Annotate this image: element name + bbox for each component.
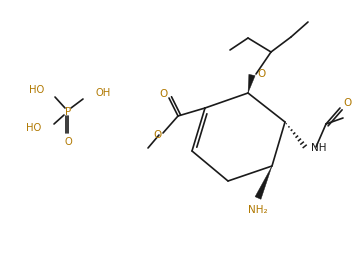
Text: HO: HO xyxy=(26,123,41,133)
Text: HO: HO xyxy=(29,85,44,95)
Text: P: P xyxy=(65,107,71,117)
Text: NH₂: NH₂ xyxy=(248,205,268,215)
Text: O: O xyxy=(160,89,168,99)
Polygon shape xyxy=(255,166,272,199)
Text: O: O xyxy=(257,69,265,79)
Polygon shape xyxy=(248,74,255,93)
Text: OH: OH xyxy=(96,88,111,98)
Text: O: O xyxy=(153,130,161,140)
Text: O: O xyxy=(64,137,72,147)
Text: NH: NH xyxy=(311,143,327,153)
Text: O: O xyxy=(343,98,351,108)
